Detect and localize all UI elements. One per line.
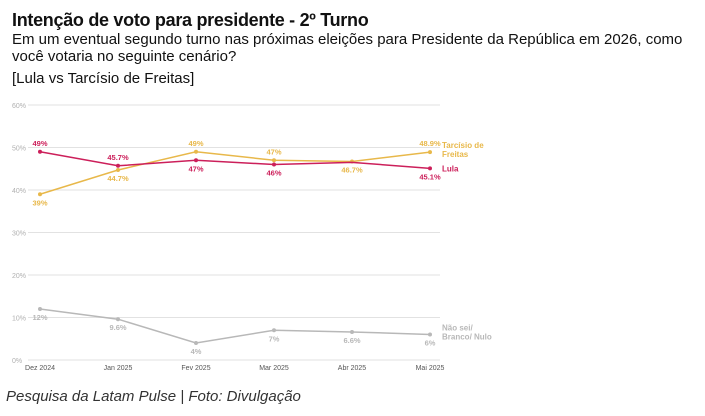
data-label-tarcisio: 39% — [32, 198, 47, 207]
data-label-undecided: 7% — [269, 334, 280, 343]
x-tick-label: Mai 2025 — [416, 365, 445, 372]
series-name-undecided: Não sei/ — [442, 324, 473, 333]
y-tick-label: 10% — [12, 316, 26, 323]
x-tick-label: Abr 2025 — [338, 365, 367, 372]
data-point-tarcisio — [116, 168, 120, 173]
data-point-lula — [428, 166, 432, 171]
scenario-label: [Lula vs Tarcísio de Freitas] — [12, 70, 195, 87]
data-label-undecided: 6.6% — [343, 336, 360, 345]
data-label-lula: 47% — [188, 164, 203, 173]
y-tick-label: 50% — [12, 146, 26, 153]
x-tick-label: Dez 2024 — [25, 365, 55, 372]
data-point-lula — [38, 149, 42, 154]
data-label-undecided: 4% — [191, 347, 202, 356]
data-point-undecided — [194, 341, 198, 345]
data-point-tarcisio — [194, 149, 198, 154]
data-label-undecided: 12% — [32, 313, 47, 322]
data-point-lula — [272, 162, 276, 167]
data-label-undecided: 9.6% — [109, 323, 126, 332]
data-point-tarcisio — [428, 150, 432, 155]
data-label-tarcisio: 47% — [266, 147, 281, 156]
x-tick-label: Mar 2025 — [259, 365, 289, 372]
data-point-lula — [116, 163, 120, 168]
data-label-lula: 45.1% — [419, 172, 441, 181]
data-label-lula: 49% — [32, 139, 47, 148]
data-label-lula: 46% — [266, 169, 281, 178]
data-label-tarcisio: 49% — [188, 139, 203, 148]
y-tick-label: 60% — [12, 103, 26, 110]
data-label-undecided: 6% — [425, 339, 436, 348]
x-tick-label: Fev 2025 — [181, 365, 210, 372]
data-point-undecided — [272, 328, 276, 333]
y-tick-label: 0% — [12, 358, 22, 365]
data-label-lula: 45.7% — [107, 153, 129, 162]
series-name-undecided: Branco/ Nulo — [442, 333, 492, 342]
series-name-lula: Lula — [442, 164, 459, 173]
data-point-undecided — [350, 329, 354, 334]
data-point-undecided — [428, 332, 432, 337]
series-name-tarcisio: Tarcísio de — [442, 141, 484, 150]
data-point-undecided — [116, 317, 120, 322]
series-line-lula — [39, 151, 431, 170]
series-line-undecided — [39, 308, 431, 344]
y-tick-label: 30% — [12, 231, 26, 238]
data-label-tarcisio: 46.7% — [341, 166, 363, 175]
photo-caption: Pesquisa da Latam Pulse | Foto: Divulgaç… — [6, 388, 301, 405]
line-chart: 0% 10% 20% 30% 40% 50% 60% Dez 2024 Jan 2025 Fev … — [12, 103, 492, 372]
y-tick-label: 40% — [12, 188, 26, 195]
data-point-tarcisio — [38, 192, 42, 197]
data-point-tarcisio — [272, 158, 276, 163]
series-name-tarcisio: Freitas — [442, 150, 469, 159]
data-point-lula — [194, 158, 198, 163]
chart-title: Intenção de voto para presidente - 2º Tu… — [12, 10, 369, 30]
y-tick-label: 20% — [12, 273, 26, 280]
data-label-tarcisio: 44.7% — [107, 174, 129, 183]
data-label-tarcisio: 48.9% — [419, 139, 441, 148]
x-tick-label: Jan 2025 — [104, 365, 133, 372]
data-point-undecided — [38, 307, 42, 311]
series-line-tarcisio — [39, 150, 431, 195]
chart-subtitle: Em um eventual segundo turno nas próxima… — [12, 31, 683, 65]
